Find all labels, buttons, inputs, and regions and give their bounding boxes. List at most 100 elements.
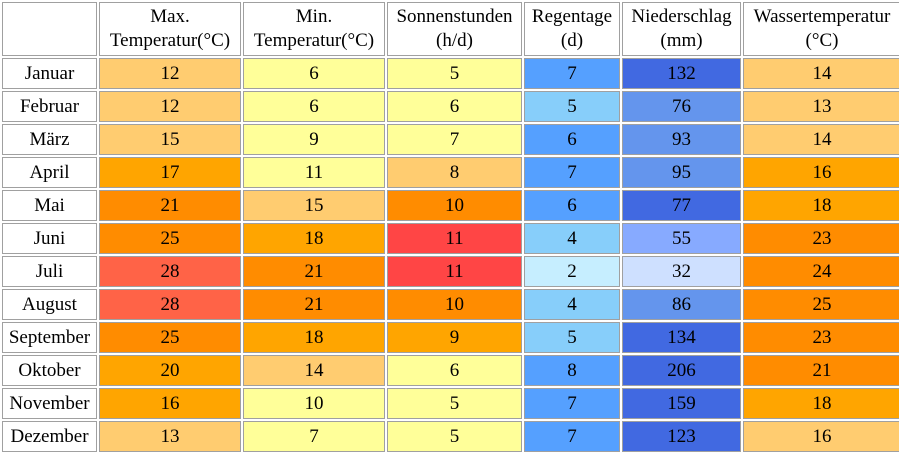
max-temp-cell: 17 [99,157,241,188]
max-temp-cell: 25 [99,223,241,254]
min-temp-cell: 18 [243,223,385,254]
min-temp-cell: 6 [243,58,385,89]
month-label: September [2,322,97,353]
month-label: April [2,157,97,188]
precipitation-cell: 134 [622,322,741,353]
precipitation-cell: 77 [622,190,741,221]
header-row: Max. Temperatur(°C) Min. Temperatur(°C) So… [2,2,899,56]
month-label: Dezember [2,421,97,452]
month-label: Juni [2,223,97,254]
table-row: Mai 21 15 10 6 77 18 [2,190,899,221]
table-body: Januar 12 6 5 7 132 14 Februar 12 6 6 5 76 13 März 15 9 7… [2,58,899,452]
table-row: März 15 9 7 6 93 14 [2,124,899,155]
sunshine-cell: 7 [387,124,522,155]
min-temp-cell: 21 [243,289,385,320]
table-row: Juli 28 21 11 2 32 24 [2,256,899,287]
min-temp-cell: 9 [243,124,385,155]
sunshine-cell: 10 [387,190,522,221]
rain-days-cell: 7 [524,421,620,452]
sunshine-cell: 9 [387,322,522,353]
table-header: Max. Temperatur(°C) Min. Temperatur(°C) So… [2,2,899,56]
water-temp-cell: 14 [743,58,899,89]
month-label: August [2,289,97,320]
sunshine-cell: 5 [387,421,522,452]
max-temp-cell: 28 [99,289,241,320]
rain-days-cell: 5 [524,322,620,353]
month-label: Mai [2,190,97,221]
min-temp-cell: 6 [243,91,385,122]
water-temp-cell: 16 [743,157,899,188]
precipitation-cell: 123 [622,421,741,452]
precipitation-cell: 95 [622,157,741,188]
rain-days-cell: 6 [524,190,620,221]
month-label: Oktober [2,355,97,386]
min-temp-cell: 15 [243,190,385,221]
table-row: August 28 21 10 4 86 25 [2,289,899,320]
min-temp-cell: 7 [243,421,385,452]
sunshine-cell: 10 [387,289,522,320]
rain-days-cell: 7 [524,58,620,89]
rain-days-cell: 2 [524,256,620,287]
month-label: Januar [2,58,97,89]
water-temp-cell: 23 [743,322,899,353]
precipitation-cell: 132 [622,58,741,89]
month-label: November [2,388,97,419]
water-temp-cell: 16 [743,421,899,452]
rain-days-cell: 4 [524,289,620,320]
min-temp-cell: 10 [243,388,385,419]
max-temp-cell: 12 [99,91,241,122]
rain-days-cell: 6 [524,124,620,155]
table-row: September 25 18 9 5 134 23 [2,322,899,353]
precipitation-cell: 55 [622,223,741,254]
sunshine-cell: 11 [387,223,522,254]
max-temp-cell: 13 [99,421,241,452]
header-rain-days: Regentage (d) [524,2,620,56]
table-row: Juni 25 18 11 4 55 23 [2,223,899,254]
table-row: April 17 11 8 7 95 16 [2,157,899,188]
water-temp-cell: 23 [743,223,899,254]
header-min-temperature: Min. Temperatur(°C) [243,2,385,56]
sunshine-cell: 5 [387,58,522,89]
min-temp-cell: 18 [243,322,385,353]
water-temp-cell: 14 [743,124,899,155]
max-temp-cell: 21 [99,190,241,221]
table-row: Februar 12 6 6 5 76 13 [2,91,899,122]
header-precipitation: Niederschlag (mm) [622,2,741,56]
table-row: November 16 10 5 7 159 18 [2,388,899,419]
sunshine-cell: 5 [387,388,522,419]
water-temp-cell: 18 [743,190,899,221]
rain-days-cell: 7 [524,388,620,419]
max-temp-cell: 25 [99,322,241,353]
precipitation-cell: 159 [622,388,741,419]
precipitation-cell: 76 [622,91,741,122]
water-temp-cell: 13 [743,91,899,122]
header-sunshine-hours: Sonnenstunden (h/d) [387,2,522,56]
table-row: Oktober 20 14 6 8 206 21 [2,355,899,386]
max-temp-cell: 28 [99,256,241,287]
max-temp-cell: 20 [99,355,241,386]
header-water-temperature: Wassertemperatur (°C) [743,2,899,56]
max-temp-cell: 12 [99,58,241,89]
sunshine-cell: 6 [387,91,522,122]
precipitation-cell: 86 [622,289,741,320]
precipitation-cell: 32 [622,256,741,287]
rain-days-cell: 7 [524,157,620,188]
precipitation-cell: 93 [622,124,741,155]
min-temp-cell: 21 [243,256,385,287]
precipitation-cell: 206 [622,355,741,386]
water-temp-cell: 18 [743,388,899,419]
month-label: Februar [2,91,97,122]
table-row: Dezember 13 7 5 7 123 16 [2,421,899,452]
month-label: März [2,124,97,155]
water-temp-cell: 25 [743,289,899,320]
min-temp-cell: 14 [243,355,385,386]
rain-days-cell: 8 [524,355,620,386]
sunshine-cell: 6 [387,355,522,386]
header-max-temperature: Max. Temperatur(°C) [99,2,241,56]
max-temp-cell: 16 [99,388,241,419]
max-temp-cell: 15 [99,124,241,155]
month-label: Juli [2,256,97,287]
rain-days-cell: 5 [524,91,620,122]
sunshine-cell: 8 [387,157,522,188]
